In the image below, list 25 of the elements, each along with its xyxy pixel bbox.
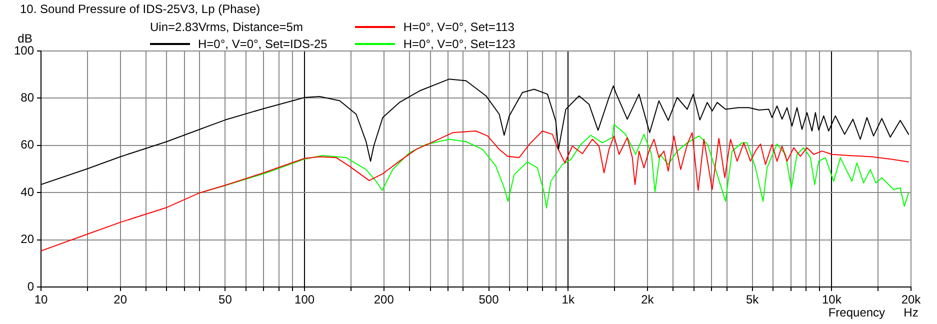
x-tick-label: 5k <box>746 292 760 307</box>
x-tick-label: 200 <box>374 292 394 307</box>
x-tick-label: 100 <box>294 292 315 307</box>
x-tick-label: 20k <box>901 292 922 307</box>
legend-label: H=0°, V=0°, Set=123 <box>403 36 516 50</box>
x-tick-label: 10k <box>822 292 842 307</box>
y-tick-label: 60 <box>20 138 34 152</box>
chart-subtitle: Uin=2.83Vrms, Distance=5m <box>150 18 304 35</box>
legend-label: H=0°, V=0°, Set=113 <box>403 20 514 34</box>
legend-label: H=0°, V=0°, Set=IDS-25 <box>198 36 328 50</box>
x-axis-title: Frequency <box>828 305 886 320</box>
text: Hz <box>904 305 918 320</box>
x-tick-label: 500 <box>478 292 500 307</box>
y-tick-label: 100 <box>14 43 34 58</box>
y-tick-label: 40 <box>20 184 34 199</box>
x-tick-label: 1k <box>562 292 576 307</box>
y-axis-title: dB <box>18 31 32 46</box>
y-tick-label: 80 <box>20 90 34 105</box>
x-tick-label: 50 <box>218 292 232 307</box>
chart-title: 10. Sound Pressure of IDS-25V3, Lp (Phase) <box>20 2 260 16</box>
y-tick-label: 20 <box>20 232 34 246</box>
x-tick-label: 10 <box>34 292 48 307</box>
y-tick-label: 0 <box>27 279 34 294</box>
x-tick-label: 2k <box>641 292 655 307</box>
x-tick-label: 20 <box>114 292 128 307</box>
